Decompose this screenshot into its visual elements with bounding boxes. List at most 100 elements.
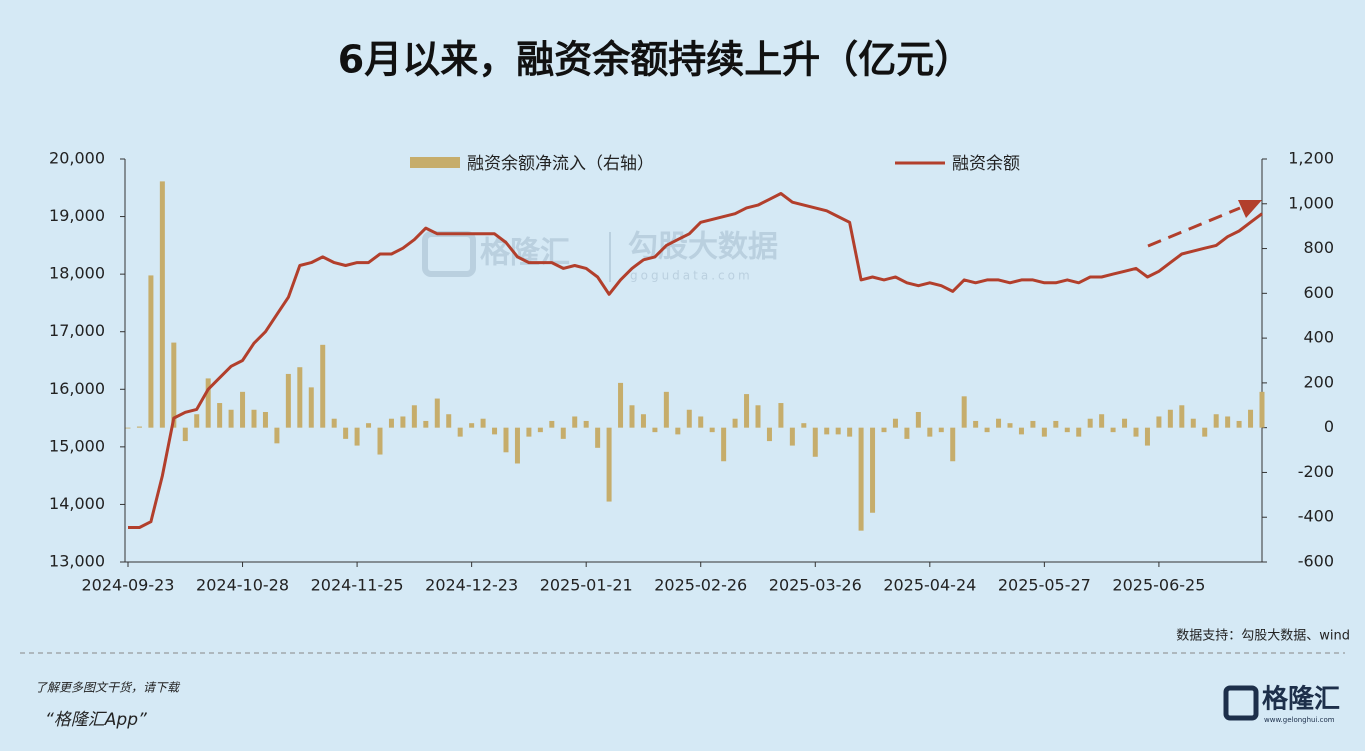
bar [1018,427,1024,435]
source: 数据支持：勾股大数据、wind [1176,629,1350,644]
trend-arrow-head [1238,200,1262,218]
footer-logo-icon [1223,685,1259,721]
bar [1122,418,1128,428]
bar [870,427,876,513]
bar [606,427,612,502]
legend-swatch [410,157,460,168]
bar [526,427,532,437]
y2-tick-label: 200 [1303,372,1334,391]
bar [572,416,578,428]
bar [973,420,979,428]
line [128,192,1263,529]
bar [274,427,280,444]
x-tick-label: 2024-11-25 [311,576,404,595]
y-tick-label: 16,000 [49,379,105,398]
bar [824,427,830,435]
bar [549,420,555,428]
bar [320,344,326,428]
bar [1133,427,1139,437]
x-tick-label: 2025-03-26 [769,576,862,595]
x-tick-label: 2025-02-26 [654,576,747,595]
bar [1087,418,1093,428]
bar [927,427,933,437]
bar [503,427,509,453]
bar [262,411,268,428]
x-tick-label: 2025-04-24 [883,576,976,595]
bar [996,418,1002,428]
bar [904,427,910,439]
bar [583,420,589,428]
bar [411,405,417,428]
bar [377,427,383,455]
bar [835,427,841,435]
y-tick-label: 20,000 [49,149,105,168]
bar [618,382,624,428]
bar [721,427,727,462]
bar [366,423,372,428]
chart-title: 6月以来，融资余额持续上升（亿元） [338,38,972,82]
y-tick-label: 18,000 [49,264,105,283]
bar [1099,414,1105,428]
bar [1030,420,1036,428]
footer-app: “格隆汇App” [45,710,147,730]
bar [469,423,475,428]
bar [744,394,750,428]
bar [595,427,601,448]
watermark: 格隆汇 勾股大数据 gogudata.com [422,230,778,283]
bar [125,427,131,429]
bar [1167,409,1173,428]
bar [194,414,200,428]
x-tick-label: 2024-12-23 [425,576,518,595]
x-tick-label: 2024-09-23 [82,576,175,595]
bar [938,427,944,433]
y2-tick-label: 600 [1303,283,1334,302]
bar [136,426,142,428]
bar [388,418,394,428]
bar [228,409,234,428]
bar [732,418,738,428]
bar [686,409,692,428]
bar [801,423,807,428]
bar [1179,405,1185,428]
bar [492,427,498,435]
bar [308,387,314,428]
footer-logo: 格隆汇 [1262,684,1340,715]
legend-label: 融资余额 [952,154,1020,174]
y2-tick-label: 1,200 [1288,149,1334,168]
bar [1144,427,1150,446]
bar [240,391,246,428]
bar [423,420,429,428]
bar [159,181,165,428]
bar [514,427,520,464]
bar [892,418,898,428]
bar [881,427,887,433]
y-tick-label: 13,000 [49,552,105,571]
bar [984,427,990,433]
bar [1225,416,1231,428]
bar [629,405,635,428]
bar [1202,427,1208,437]
bar [961,396,967,428]
bar [354,427,360,446]
bar [766,427,772,442]
y2-tick-label: 1,000 [1288,193,1334,212]
bar [755,405,761,428]
bar [789,427,795,446]
bar [400,416,406,428]
bar [297,367,303,428]
watermark-logo [422,231,476,277]
x-tick-label: 2025-01-21 [540,576,633,595]
trend-arrow [1147,206,1241,248]
footer-prompt: 了解更多图文干货，请下载 [35,681,181,695]
bar [1041,427,1047,437]
y2-tick-label: 800 [1303,238,1334,257]
bar [251,409,257,428]
bar [1190,418,1196,428]
bar [343,427,349,439]
bar [480,418,486,428]
y2-tick-label: 400 [1303,328,1334,347]
bar [640,414,646,428]
x-tick-label: 2025-06-25 [1112,576,1205,595]
bar [778,403,784,428]
